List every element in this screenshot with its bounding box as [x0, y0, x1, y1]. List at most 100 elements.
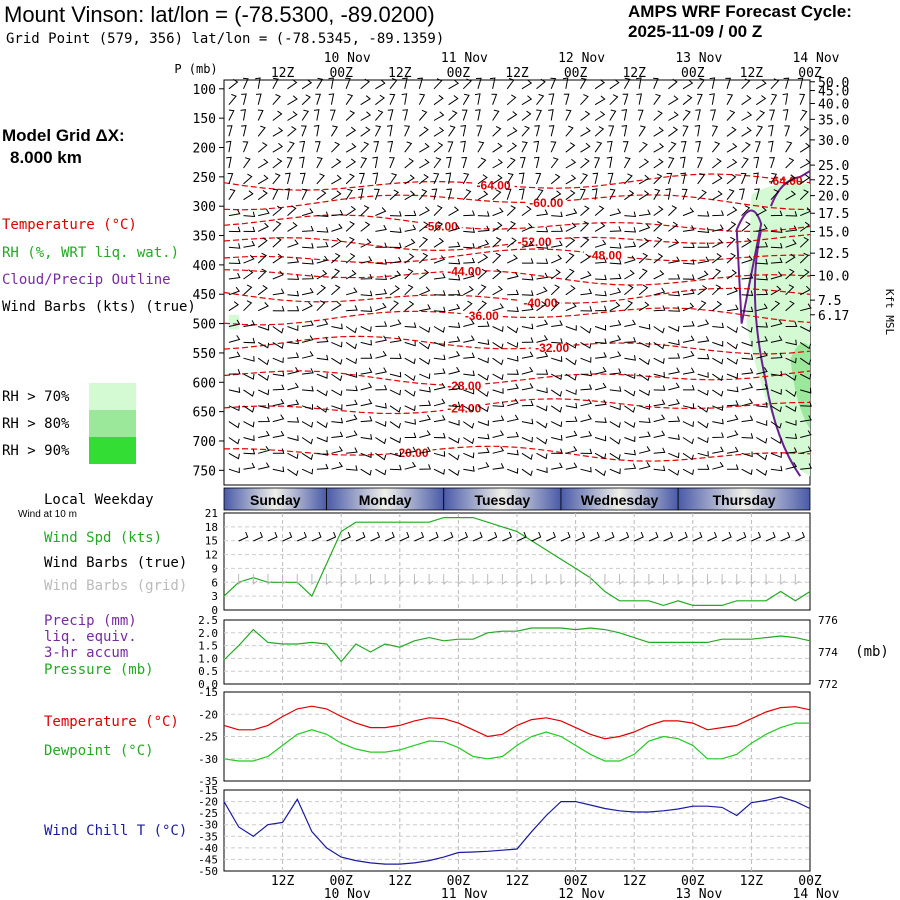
- wind-barb: [638, 341, 651, 348]
- legend-rh: RH (%, WRT liq. wat.): [2, 245, 180, 261]
- wind-barb: [621, 109, 628, 121]
- wind-barb: [768, 124, 774, 137]
- wind-barb-true: [560, 531, 571, 542]
- wind-barb: [741, 157, 749, 169]
- wind-barb-grid: [472, 574, 478, 585]
- wind-barb: [462, 78, 472, 90]
- wind-barb: [316, 157, 323, 169]
- hour-label-bottom: 12Z: [505, 874, 529, 889]
- wind-barb: [331, 373, 343, 382]
- wind-barb: [331, 223, 343, 232]
- wind-barb: [314, 141, 321, 153]
- wind-barb: [536, 369, 549, 375]
- wind-barb: [257, 252, 267, 264]
- wind-barb: [653, 270, 665, 280]
- wind-barb: [756, 95, 767, 106]
- rh-level-label: RH > 90%: [2, 443, 70, 459]
- wind-barb: [697, 211, 710, 217]
- cloud-outline: [769, 170, 811, 207]
- temperature-contour-label: -36.00: [465, 309, 499, 323]
- wind-barb: [225, 140, 232, 153]
- wind-barb: [272, 77, 279, 90]
- wind-barb: [272, 173, 281, 185]
- wind-barb: [580, 341, 592, 349]
- wind-barb-true: [253, 531, 263, 542]
- wind-barb: [551, 462, 563, 470]
- wind-barb: [258, 325, 270, 331]
- pressure-tick-label: 200: [193, 142, 216, 157]
- forecast-cycle-title: AMPS WRF Forecast Cycle:: [628, 2, 852, 21]
- wind-barb: [463, 352, 475, 359]
- wind-barb: [711, 284, 722, 296]
- wind-barb-true: [677, 531, 688, 542]
- wind-barb: [799, 174, 811, 185]
- wind-barb: [624, 355, 636, 361]
- wind-barb-grid: [721, 574, 727, 585]
- wind-barb: [785, 174, 796, 185]
- height-tick-label: 22.5: [818, 174, 849, 189]
- hour-label-bottom: 00Z: [798, 874, 822, 889]
- precip-panel-right-tick-label: 776: [818, 614, 838, 627]
- wind-panel-tick-label: 0: [211, 604, 218, 617]
- wind-barb: [463, 437, 475, 445]
- wind-barb: [389, 189, 400, 201]
- hour-label-top: 00Z: [798, 66, 822, 81]
- wind-barb: [638, 125, 646, 137]
- wind-barb: [477, 300, 487, 312]
- wind-barb: [360, 306, 373, 312]
- wind-barb: [360, 95, 371, 106]
- wind-barb: [624, 449, 636, 456]
- wind-barb: [799, 189, 809, 201]
- wind-barb: [301, 125, 307, 137]
- wind-barb: [419, 446, 431, 454]
- wind-barb: [389, 78, 398, 90]
- wind-barb: [740, 172, 747, 185]
- wind-barb: [695, 140, 701, 153]
- wind-barb: [287, 239, 299, 248]
- wind-barb: [507, 369, 519, 375]
- wind-barb: [228, 369, 241, 375]
- wind-barb: [243, 435, 255, 442]
- wind-barb: [272, 430, 285, 438]
- wind-barb: [606, 140, 613, 153]
- pressure-tick-label: 300: [193, 200, 216, 215]
- wind-barb: [521, 366, 534, 375]
- wind-barb: [653, 371, 665, 378]
- wind-barb: [653, 221, 663, 232]
- wind-barb: [580, 77, 587, 90]
- wind-barb-true: [487, 531, 498, 542]
- contour-label-bg: [443, 400, 486, 414]
- height-tick-label: 12.5: [818, 247, 849, 262]
- wind-barb-true: [546, 531, 556, 542]
- wind-barb: [460, 125, 467, 137]
- wind-barb: [507, 271, 519, 280]
- wind-barb: [653, 110, 663, 121]
- model-grid-value: 8.000 km: [10, 148, 82, 167]
- wind-barb-true: [267, 531, 278, 542]
- windchill-panel-tick-label: -50: [198, 865, 218, 878]
- wind-barb: [754, 188, 760, 200]
- model-grid-label: Model Grid ΔX:: [2, 126, 125, 145]
- wind-barb: [580, 270, 592, 280]
- wind-barb: [712, 190, 723, 201]
- wind-barb: [301, 287, 314, 296]
- wind-barb: [243, 337, 256, 344]
- wind-barb: [782, 109, 789, 121]
- wind-barb: [726, 189, 735, 201]
- wind-barb: [550, 389, 563, 397]
- pressure-label: Pressure (mb): [44, 662, 154, 678]
- wind-barb: [682, 225, 695, 232]
- wind-barb: [463, 388, 475, 395]
- wind-barb: [519, 188, 525, 200]
- precip-panel-tick-label: 2.0: [198, 627, 218, 640]
- wind-barb: [785, 389, 797, 398]
- wind-barb: [697, 189, 707, 201]
- contour-label-bg: [525, 194, 568, 208]
- wind-barb-grid: [604, 574, 610, 585]
- wind-barb: [477, 253, 489, 264]
- wind-barb: [697, 464, 710, 470]
- wind-barb: [389, 319, 402, 327]
- wind-barb: [345, 126, 357, 137]
- wind-barb: [785, 420, 797, 426]
- wind-barb: [726, 326, 738, 334]
